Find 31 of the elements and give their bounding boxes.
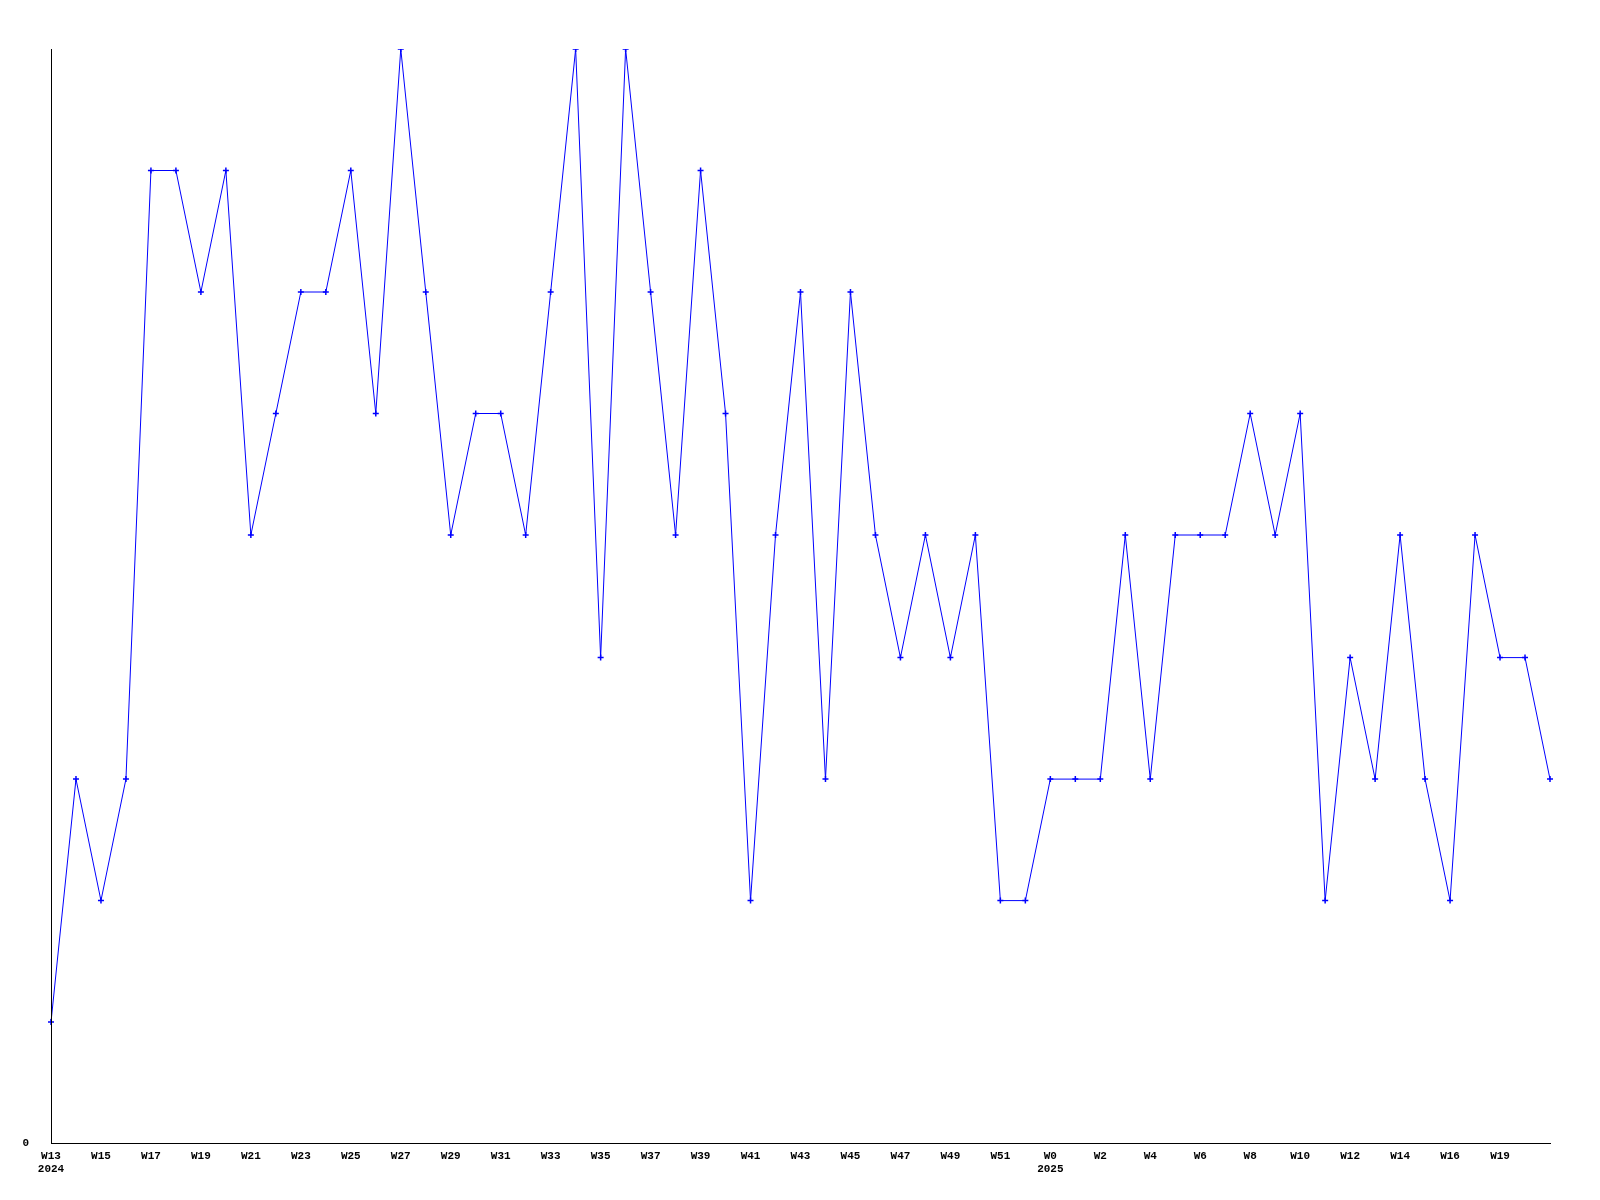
- x-tick-label: W19: [1490, 1149, 1510, 1162]
- text: 0: [22, 1137, 29, 1150]
- x-tick-label: W4: [1143, 1149, 1158, 1162]
- x-tick-label: W41: [740, 1149, 761, 1162]
- x-tick-label: W21: [240, 1149, 262, 1162]
- x-tick-label: W37: [640, 1149, 661, 1162]
- x-tick-label: W25: [340, 1149, 362, 1162]
- x-tick-label: W27: [390, 1149, 411, 1162]
- x-tick-label: W14: [1390, 1149, 1411, 1162]
- x-tick-label: W19: [190, 1149, 211, 1162]
- x-tick-label: W6: [1193, 1149, 1207, 1162]
- x-tick-label: W16: [1440, 1149, 1460, 1162]
- x-tick-label: W15: [91, 1149, 112, 1162]
- x-tick-label: W47: [890, 1149, 911, 1162]
- x-tick-label: W35: [590, 1149, 611, 1162]
- x-tick-label: W49: [940, 1149, 961, 1162]
- x-tick-label: W8: [1243, 1149, 1258, 1162]
- x-tick-label: W2: [1093, 1149, 1107, 1162]
- x-tick-label: W13 2024: [37, 1149, 65, 1176]
- x-tick-label: W43: [790, 1149, 811, 1162]
- x-tick-label: W29: [440, 1149, 461, 1162]
- x-tick-label: W51: [990, 1149, 1011, 1162]
- x-tick-label: W39: [690, 1149, 711, 1162]
- x-tick-label: W10: [1290, 1149, 1311, 1162]
- x-tick-label: W17: [141, 1149, 161, 1162]
- x-tick-label: W0 2025: [1037, 1149, 1064, 1176]
- x-tick-label: W23: [290, 1149, 312, 1162]
- x-tick-label: W33: [540, 1149, 561, 1162]
- x-tick-label: W12: [1340, 1149, 1361, 1162]
- x-tick-label: W45: [840, 1149, 861, 1162]
- x-tick-label: W31: [490, 1149, 511, 1162]
